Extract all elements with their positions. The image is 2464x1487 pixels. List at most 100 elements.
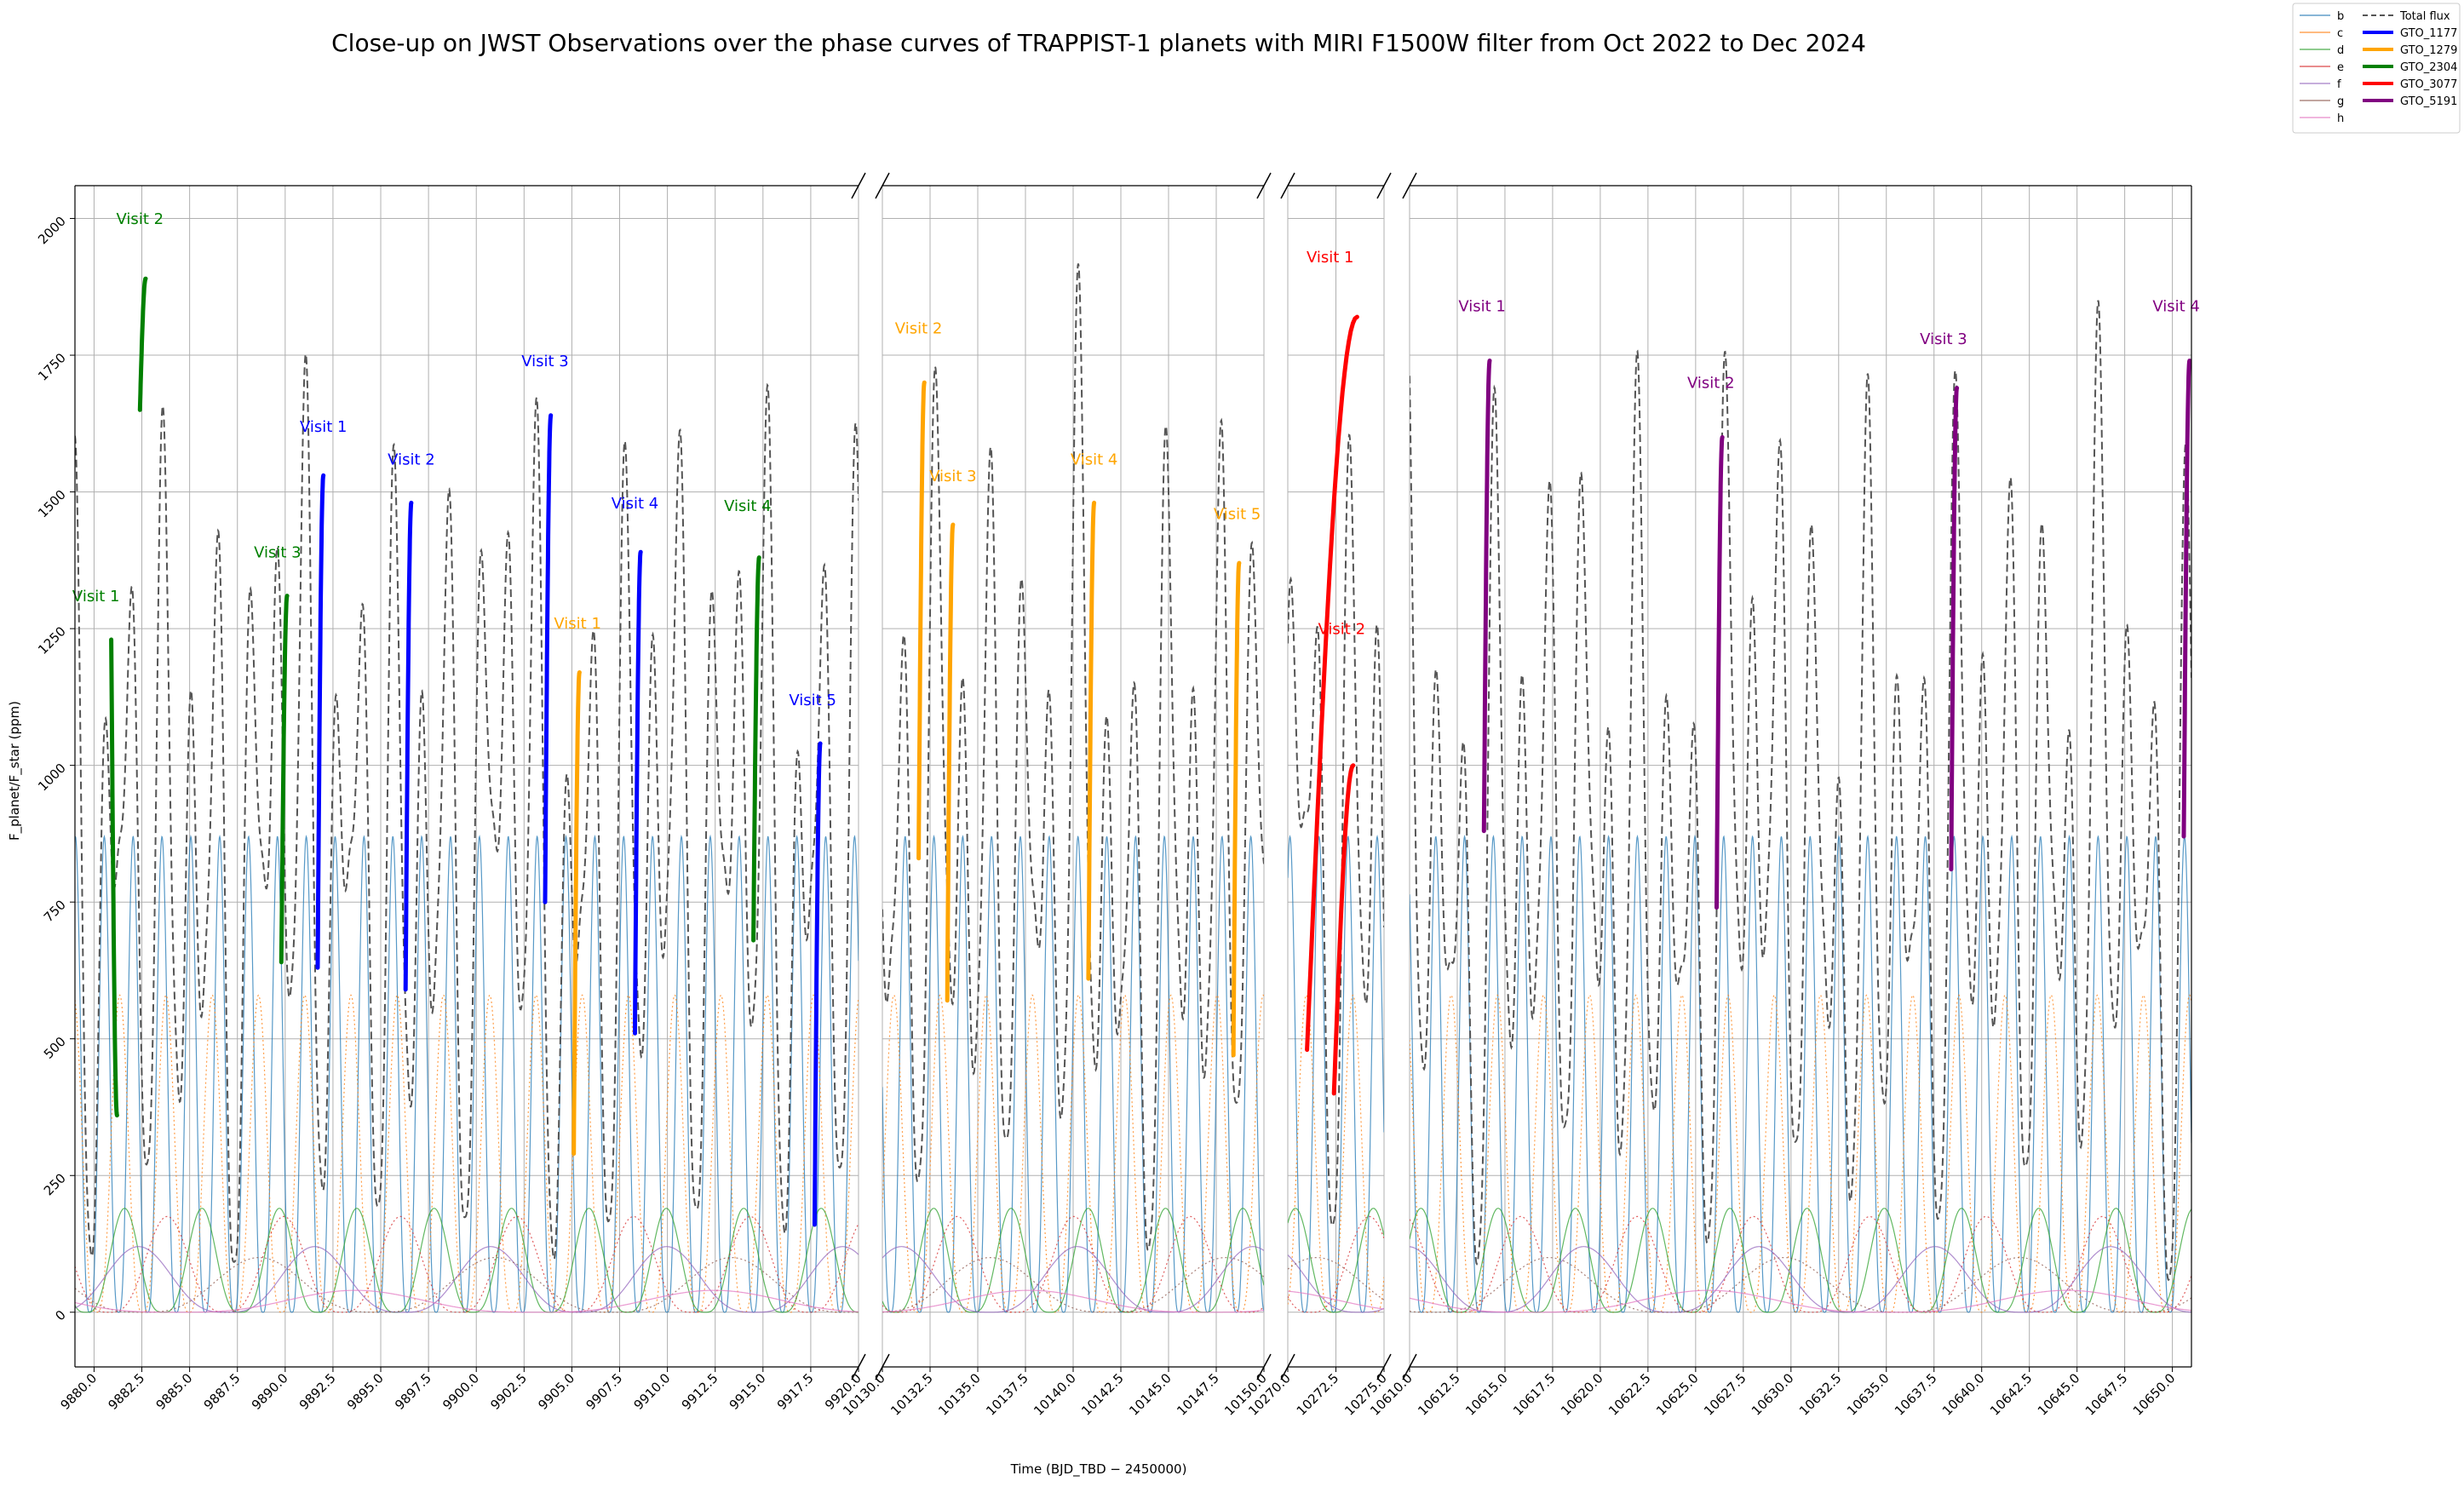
visit-label: Visit 5	[789, 692, 836, 709]
x-tick-label: 9912.5	[679, 1370, 721, 1413]
x-tick-label: 9880.0	[57, 1370, 100, 1413]
x-tick-label: 10612.5	[1415, 1370, 1463, 1419]
x-tick-label: 10620.0	[1558, 1370, 1606, 1419]
x-axis-label: Time (BJD_TBD − 2450000)	[1010, 1461, 1187, 1478]
visit-curve-GTO_5191	[2181, 359, 2191, 839]
legend-entry: GTO_1279	[2400, 44, 2457, 57]
x-tick-label: 9917.5	[774, 1370, 817, 1413]
x-tick-label: 9897.5	[392, 1370, 434, 1413]
x-tick-label: 9892.5	[296, 1370, 339, 1413]
planet-curve-c	[75, 994, 859, 1313]
visit-label: Visit 1	[1307, 249, 1354, 267]
visit-label: Visit 2	[1687, 375, 1735, 393]
planet-curve-f	[1410, 1246, 2191, 1313]
y-tick-label: 2000	[35, 214, 69, 248]
x-tick-label: 9887.5	[201, 1370, 244, 1413]
legend-entry: GTO_3077	[2400, 78, 2457, 91]
planet-curve-b	[882, 834, 1264, 1313]
visit-label: Visit 1	[554, 615, 601, 633]
y-tick-label: 250	[41, 1170, 69, 1198]
chart-title: Close-up on JWST Observations over the p…	[331, 29, 1866, 57]
visit-curve-GTO_2304	[137, 276, 148, 412]
x-tick-label: 10647.5	[2082, 1370, 2131, 1419]
planet-curve-h	[882, 1289, 1264, 1313]
planet-curve-b	[1288, 834, 1384, 1313]
visit-curve-GTO_1279	[1086, 500, 1097, 981]
y-tick-label: 500	[41, 1034, 69, 1062]
planet-curve-f	[882, 1246, 1264, 1313]
planet-curve-h	[1288, 1290, 1384, 1310]
x-tick-label: 9907.5	[583, 1370, 625, 1413]
visit-label: Visit 2	[117, 210, 164, 228]
x-tick-label: 9900.0	[439, 1370, 482, 1413]
planet-curve-g	[1288, 1257, 1384, 1300]
visit-curve-GTO_1177	[633, 549, 643, 1036]
visit-curve-GTO_1279	[571, 670, 582, 1157]
x-tick-label: 10132.5	[887, 1370, 936, 1419]
visit-curve-GTO_1177	[403, 500, 414, 992]
visit-curve-GTO_2304	[751, 555, 761, 943]
legend-entry: d	[2337, 44, 2344, 57]
visit-label: Visit 4	[2152, 298, 2200, 316]
legend-entry: b	[2337, 10, 2344, 23]
legend-entry: GTO_1177	[2400, 27, 2457, 40]
visit-curve-GTO_5191	[1714, 434, 1725, 910]
visit-label: Visit 4	[612, 495, 659, 513]
planet-curve-g	[75, 1257, 859, 1313]
x-tick-label: 10617.5	[1510, 1370, 1559, 1419]
x-tick-label: 10635.0	[1844, 1370, 1893, 1419]
planet-curve-f	[75, 1246, 859, 1313]
x-tick-label: 10645.0	[2035, 1370, 2083, 1419]
total-flux-curve	[1410, 300, 2191, 1282]
x-tick-label: 9895.0	[344, 1370, 387, 1413]
planet-curve-b	[1410, 834, 2191, 1313]
visit-label: Visit 1	[300, 418, 347, 436]
legend-entry: g	[2337, 95, 2344, 108]
visit-curve-GTO_1177	[812, 741, 823, 1227]
visit-curve-GTO_1279	[1231, 560, 1242, 1058]
visit-curve-GTO_1279	[945, 522, 956, 1003]
visit-label: Visit 5	[1214, 506, 1261, 524]
y-tick-label: 750	[41, 897, 69, 925]
legend-entry: c	[2337, 27, 2343, 40]
visit-curve-GTO_1279	[916, 380, 927, 861]
planet-curve-h	[1410, 1289, 2191, 1313]
x-tick-label: 10630.0	[1749, 1370, 1797, 1419]
x-tick-label: 10625.0	[1653, 1370, 1702, 1419]
total-flux-curve	[882, 263, 1264, 1252]
visit-label: Visit 3	[521, 353, 569, 370]
legend-entry: GTO_5191	[2400, 95, 2457, 108]
visit-curve-GTO_5191	[1949, 386, 1960, 872]
y-tick-label: 1500	[35, 487, 69, 521]
visit-label: Visit 2	[388, 451, 435, 468]
planet-curve-e	[1410, 1215, 2191, 1313]
visit-label: Visit 1	[1458, 298, 1506, 316]
y-axis-label: F_planet/F_star (ppm)	[7, 701, 23, 841]
planet-curve-h	[75, 1289, 859, 1313]
planet-curve-b	[75, 834, 859, 1313]
visit-label: Visit 1	[72, 588, 120, 606]
legend-entry: GTO_2304	[2400, 61, 2457, 74]
x-tick-label: 9902.5	[487, 1370, 530, 1413]
planet-curve-c	[1288, 994, 1384, 1313]
planet-curve-d	[75, 1208, 859, 1313]
visit-curve-GTO_1177	[543, 413, 554, 904]
x-tick-label: 10140.0	[1031, 1370, 1079, 1419]
panel-1: Visit 1 Visit 2 Visit 3 Visit 4 Visit 1 Visit…	[35, 172, 866, 1413]
x-tick-label: 10147.5	[1174, 1370, 1222, 1419]
x-tick-label: 9885.0	[153, 1370, 196, 1413]
legend-entry: e	[2337, 61, 2344, 74]
x-tick-label: 10642.5	[1987, 1370, 2036, 1419]
x-tick-label: 10135.0	[935, 1370, 984, 1419]
x-tick-label: 10137.5	[983, 1370, 1031, 1419]
legend-entry: f	[2337, 78, 2341, 91]
visit-label: Visit 2	[895, 319, 943, 337]
visit-label: Visit 3	[254, 544, 302, 562]
x-tick-label: 10145.0	[1126, 1370, 1175, 1419]
x-tick-label: 10615.0	[1462, 1370, 1511, 1419]
legend-entry: Total flux	[2399, 10, 2450, 23]
